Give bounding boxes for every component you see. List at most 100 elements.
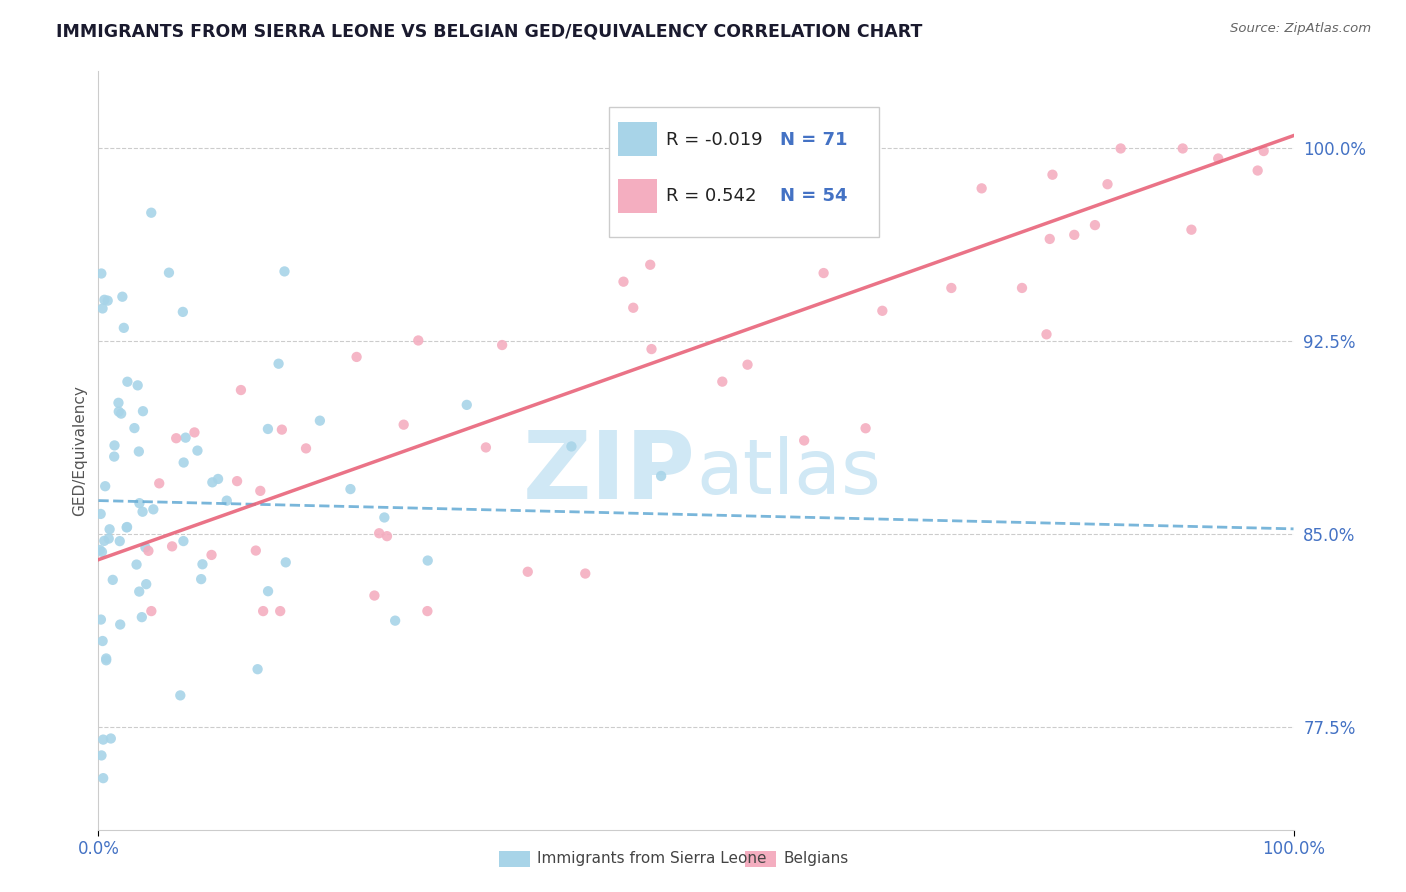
Point bbox=[1042, 168, 1064, 182]
Point bbox=[125, 558, 148, 572]
Point bbox=[872, 303, 894, 318]
Point bbox=[249, 483, 271, 498]
Point bbox=[142, 502, 165, 516]
Point bbox=[373, 510, 395, 524]
Point bbox=[270, 423, 292, 437]
Point bbox=[274, 555, 297, 569]
Point bbox=[229, 383, 252, 397]
Point bbox=[134, 541, 156, 555]
Point bbox=[141, 205, 163, 219]
Y-axis label: GED/Equivalency: GED/Equivalency bbox=[72, 385, 87, 516]
Point bbox=[245, 543, 267, 558]
Point bbox=[793, 434, 815, 448]
Point bbox=[1097, 178, 1119, 192]
FancyBboxPatch shape bbox=[619, 122, 657, 156]
Point bbox=[90, 613, 112, 627]
Point bbox=[1035, 327, 1057, 342]
Point bbox=[1039, 232, 1062, 246]
Point bbox=[115, 520, 138, 534]
Point bbox=[90, 507, 112, 521]
Point bbox=[392, 417, 415, 432]
Point bbox=[640, 342, 662, 356]
Point bbox=[416, 553, 439, 567]
Point bbox=[91, 732, 114, 747]
Point bbox=[93, 293, 115, 307]
Point bbox=[91, 301, 114, 316]
Point bbox=[970, 181, 993, 195]
Text: N = 54: N = 54 bbox=[780, 187, 848, 205]
Text: Source: ZipAtlas.com: Source: ZipAtlas.com bbox=[1230, 22, 1371, 36]
Point bbox=[183, 425, 205, 440]
Point bbox=[375, 529, 398, 543]
Point bbox=[108, 534, 131, 549]
Point bbox=[131, 610, 153, 624]
Point bbox=[207, 472, 229, 486]
Point bbox=[90, 748, 112, 763]
Point bbox=[560, 440, 582, 454]
Point bbox=[475, 441, 498, 455]
Point bbox=[269, 604, 291, 618]
Point bbox=[200, 548, 222, 562]
Point bbox=[368, 526, 391, 541]
FancyBboxPatch shape bbox=[619, 179, 657, 213]
Point bbox=[215, 493, 238, 508]
Point bbox=[1011, 281, 1033, 295]
Point bbox=[1084, 218, 1107, 232]
Point bbox=[96, 651, 118, 665]
Text: IMMIGRANTS FROM SIERRA LEONE VS BELGIAN GED/EQUIVALENCY CORRELATION CHART: IMMIGRANTS FROM SIERRA LEONE VS BELGIAN … bbox=[56, 22, 922, 40]
Point bbox=[91, 634, 114, 648]
Point bbox=[491, 338, 513, 352]
Point bbox=[363, 589, 385, 603]
Point bbox=[108, 617, 131, 632]
Point bbox=[169, 689, 191, 703]
Point bbox=[416, 604, 439, 618]
Point bbox=[267, 357, 290, 371]
Point bbox=[132, 404, 155, 418]
Point bbox=[89, 542, 111, 557]
Point bbox=[621, 301, 644, 315]
Point bbox=[97, 532, 120, 546]
Point bbox=[1171, 141, 1194, 155]
Point bbox=[226, 474, 249, 488]
Point bbox=[91, 771, 114, 785]
Point bbox=[574, 566, 596, 581]
Point bbox=[165, 431, 187, 445]
Point bbox=[127, 378, 149, 392]
Point bbox=[98, 522, 121, 536]
Point bbox=[246, 662, 269, 676]
Point bbox=[107, 404, 129, 418]
Point bbox=[671, 144, 693, 158]
Point bbox=[96, 653, 118, 667]
Text: ZIP: ZIP bbox=[523, 427, 696, 519]
Point bbox=[190, 572, 212, 586]
Point bbox=[186, 443, 208, 458]
Point bbox=[201, 475, 224, 490]
Point bbox=[124, 421, 146, 435]
Point bbox=[173, 456, 195, 470]
Text: R = -0.019: R = -0.019 bbox=[666, 130, 762, 149]
Point bbox=[128, 584, 150, 599]
Point bbox=[107, 396, 129, 410]
Point bbox=[638, 258, 661, 272]
Text: Immigrants from Sierra Leone: Immigrants from Sierra Leone bbox=[537, 852, 766, 866]
Point bbox=[148, 476, 170, 491]
Point bbox=[94, 479, 117, 493]
Point bbox=[93, 533, 115, 548]
Point bbox=[1063, 227, 1085, 242]
Point bbox=[456, 398, 478, 412]
Point bbox=[117, 375, 139, 389]
Text: Belgians: Belgians bbox=[783, 852, 848, 866]
Point bbox=[90, 267, 112, 281]
Point bbox=[346, 350, 368, 364]
Point bbox=[97, 293, 120, 308]
Point bbox=[1109, 141, 1132, 155]
Point bbox=[941, 281, 963, 295]
Point bbox=[408, 334, 430, 348]
Point bbox=[172, 305, 194, 319]
Point bbox=[273, 264, 295, 278]
FancyBboxPatch shape bbox=[609, 107, 879, 236]
Text: N = 71: N = 71 bbox=[780, 130, 848, 149]
Point bbox=[112, 321, 135, 335]
Point bbox=[1253, 144, 1275, 158]
Point bbox=[191, 558, 214, 572]
